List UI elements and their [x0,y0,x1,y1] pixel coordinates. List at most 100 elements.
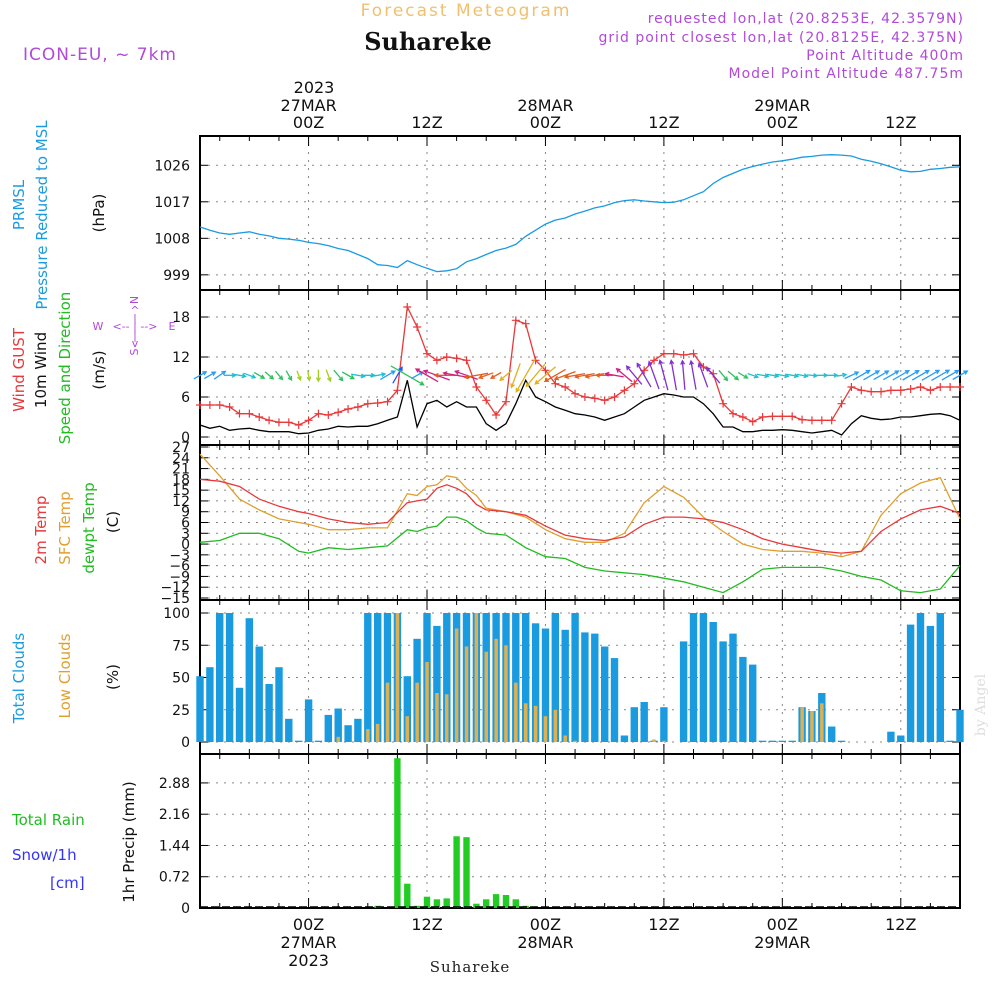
total-cloud-bar [749,664,757,742]
prmsl-label: PRMSL [10,179,28,230]
total-cloud-bar [709,622,717,742]
wind-arrow [534,366,557,385]
wind-arrow [883,370,900,381]
gust-point [748,417,757,426]
wind-arrow [697,362,709,388]
gust-point [472,383,481,391]
top-hour-label: 00Z [767,113,798,132]
wind-arrow [204,371,217,380]
requested-coords: requested lon,lat (20.8253E, 42.3579N) [648,11,964,27]
gust-point [886,386,895,395]
sfc-label: SFC Temp [56,491,74,564]
wind-arrow [718,369,729,382]
total-cloud-bar [403,676,411,742]
total-cloud-bar [265,684,273,742]
total-cloud-bar [768,740,777,742]
gust-point [659,349,668,358]
gust-point [215,401,224,409]
gust-point [728,409,737,418]
gust-point [235,409,244,418]
wind-arrow [193,371,208,380]
y-tick-label: 0 [181,537,190,553]
wind-arrow [844,371,860,380]
gust-line [200,304,960,426]
y-tick-label: 27 [172,440,190,456]
gust-point [531,356,540,365]
location-title: Suhareke [364,27,492,56]
panel-frame [199,289,961,446]
total-cloud-bar [364,613,372,742]
total-cloud-bar [887,731,895,742]
total-cloud-bar [679,641,688,742]
wind-arrow [233,373,247,379]
top-date-label: 27MAR [280,96,336,115]
wind-arrow [636,362,652,388]
wind-arrow [325,369,332,383]
gust-point [896,386,905,395]
wind-dir-label: Speed and Direction [56,292,74,445]
gust-point [373,399,382,407]
top-hour-label: 12Z [648,113,679,132]
compass-down-arrow: v [132,337,139,350]
compass-s: S [128,348,141,355]
y-tick-label: 50 [172,671,190,687]
precip-panel: 0 0.72 1.44 2.16 2.88 [159,753,961,917]
y-tick-label: 999 [163,268,190,284]
gust-point [916,383,925,391]
y-tick-label: 1008 [154,231,190,247]
wind-arrow [525,363,546,388]
wind-arrow [796,373,809,379]
total-cloud-bar [295,740,303,742]
y-tick-label: −3 [169,548,190,564]
y-tick-label: 1017 [154,195,190,211]
low-cloud-bar [425,662,429,742]
total-cloud-bar [936,613,944,742]
wind-arrow [411,371,425,380]
wind-arrow [852,369,871,381]
gust-point [452,354,461,363]
wind-arrow [737,372,749,379]
y-tick-label: −6 [169,559,190,575]
pressure-unit: (hPa) [90,194,108,233]
total-cloud-bar [729,633,737,742]
low-cloud-bar [494,638,498,742]
total-cloud-bar [788,740,796,742]
bottom-hour-label: 12Z [411,915,442,934]
low-cloud-bar [662,740,666,742]
gust-point [225,403,234,411]
total-cloud-bar [196,676,204,742]
compass-vline: | [133,312,137,325]
gust-point [442,353,451,361]
total-cloud-bar [689,613,698,742]
low-cloud-bar [375,723,380,742]
total-cloud-bar [581,632,589,742]
total-cloud-bar [591,633,599,742]
gust-point [837,399,846,408]
total-cloud-bar [512,613,520,742]
wind-arrow [766,373,780,379]
wind-arrow [379,370,396,381]
cloud-labels: Total Clouds Low Clouds (%) [10,633,122,725]
gust-point [758,413,767,421]
bottom-date-label: 29MAR [754,933,810,952]
wind-arrow [727,370,740,381]
gust-point [353,403,362,411]
low-cloud-bar [435,693,439,742]
gust-point [344,405,353,413]
gust-point [857,386,866,395]
gust-point [245,409,254,418]
gust-point [768,412,777,421]
wind-arrow [604,371,624,378]
bottom-hour-label: 12Z [648,915,679,934]
y-tick-label: 0.72 [159,870,190,886]
grid-point-coords: grid point closest lon,lat (20.8125E, 42… [598,30,964,46]
wind-arrow [223,372,237,378]
wind-arrow [892,370,910,381]
gust-point [393,386,402,395]
gust-point [709,369,718,378]
wind-arrow [806,373,819,378]
wind-arrow [902,370,920,381]
y-tick-label: 24 [172,451,190,467]
gust-point [363,399,372,408]
gust-point [413,323,422,331]
